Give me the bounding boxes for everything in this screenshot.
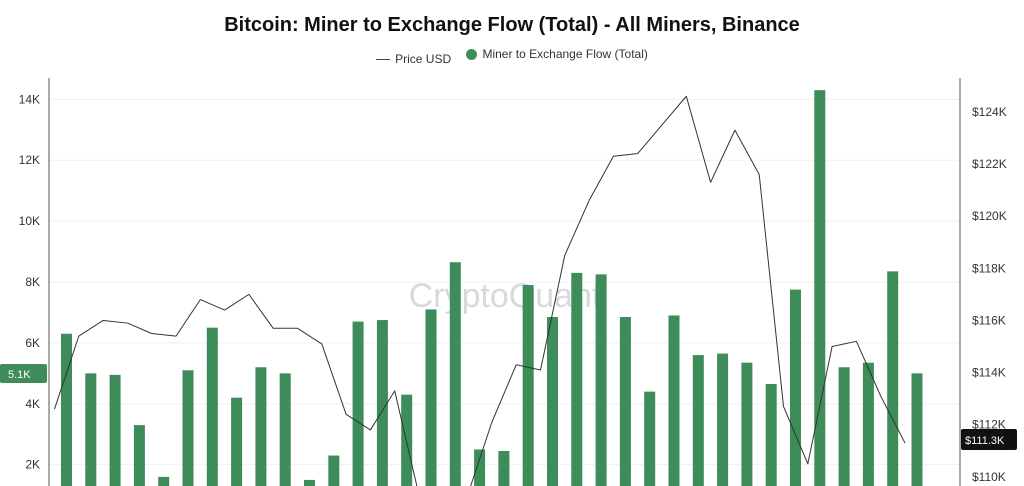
flow-bar[interactable] <box>668 315 680 486</box>
flow-bar[interactable] <box>619 317 631 486</box>
flow-bar[interactable] <box>571 272 583 486</box>
left-last-value-text: 5.1K <box>8 369 31 381</box>
chart-legend: Price USD Miner to Exchange Flow (Total) <box>0 47 1024 66</box>
legend-label-price: Price USD <box>395 52 452 66</box>
flow-bar[interactable] <box>644 391 656 486</box>
right-tick-label: $110K <box>972 470 1006 484</box>
right-tick-label: $124K <box>972 105 1007 119</box>
flow-bar[interactable] <box>279 373 291 486</box>
flow-bar[interactable] <box>206 327 218 486</box>
flow-bar[interactable] <box>158 476 170 486</box>
flow-bar[interactable] <box>182 370 194 486</box>
left-tick-label: 8K <box>25 275 40 289</box>
flow-bar[interactable] <box>255 367 267 486</box>
price-line-series <box>54 95 906 486</box>
right-tick-label: $120K <box>972 209 1007 223</box>
price-line[interactable] <box>54 95 906 486</box>
flow-bar[interactable] <box>376 320 388 486</box>
right-tick-label: $122K <box>972 157 1007 171</box>
flow-bar[interactable] <box>790 289 801 486</box>
legend-item-flow[interactable]: Miner to Exchange Flow (Total) <box>466 47 648 61</box>
line-swatch-icon <box>376 58 391 60</box>
flow-bar[interactable] <box>838 367 850 486</box>
flow-bar[interactable] <box>692 355 704 486</box>
right-last-value-text: $111.3K <box>965 435 1005 447</box>
chart-title: Bitcoin: Miner to Exchange Flow (Total) … <box>224 14 800 36</box>
flow-bar[interactable] <box>352 321 364 486</box>
right-tick-label: $116K <box>972 313 1006 327</box>
legend-item-price[interactable]: Price USD <box>376 52 451 66</box>
flow-bar[interactable] <box>425 309 437 486</box>
flow-bar[interactable] <box>887 271 899 486</box>
right-tick-label: $118K <box>972 261 1006 275</box>
flow-bar[interactable] <box>109 374 121 486</box>
left-tick-label: 4K <box>25 397 40 411</box>
left-tick-label: 6K <box>25 336 40 350</box>
flow-bar[interactable] <box>547 317 558 486</box>
left-tick-label: 2K <box>25 458 40 472</box>
left-tick-label: 14K <box>19 92 40 106</box>
axes <box>48 78 961 486</box>
right-tick-label: $114K <box>972 366 1006 380</box>
dot-swatch-icon <box>466 48 478 60</box>
flow-bar[interactable] <box>328 455 340 486</box>
flow-bar[interactable] <box>765 384 777 486</box>
last-value-badges: 5.1K $111.3K <box>0 364 1017 450</box>
flow-bar[interactable] <box>911 373 923 486</box>
right-axis-ticks: $110K $112K $114K $116K $118K $120K $122K $124K <box>972 105 1007 484</box>
flow-bar[interactable] <box>741 362 753 486</box>
left-tick-label: 10K <box>19 214 40 228</box>
flow-bar[interactable] <box>85 373 97 486</box>
flow-bar[interactable] <box>231 397 243 486</box>
left-tick-label: 12K <box>19 153 40 167</box>
bar-series <box>61 90 923 486</box>
flow-bar[interactable] <box>474 449 486 486</box>
flow-bar[interactable] <box>595 274 607 486</box>
flow-bar[interactable] <box>61 333 72 486</box>
right-last-value-badge <box>961 429 1017 450</box>
left-axis-ticks: 2K 4K 6K 8K 10K 12K 14K <box>19 92 40 471</box>
flow-bar[interactable] <box>133 425 145 486</box>
flow-bar[interactable] <box>814 90 826 486</box>
watermark-text: CryptoQuant <box>409 277 602 315</box>
flow-bar[interactable] <box>304 479 315 486</box>
flow-bar[interactable] <box>498 450 510 486</box>
right-tick-label: $112K <box>972 418 1006 432</box>
flow-bar[interactable] <box>717 353 729 486</box>
flow-bar[interactable] <box>449 262 461 486</box>
left-last-value-badge <box>0 364 47 383</box>
legend-label-flow: Miner to Exchange Flow (Total) <box>482 47 648 61</box>
flow-bar[interactable] <box>522 285 534 486</box>
flow-bar[interactable] <box>862 362 874 486</box>
